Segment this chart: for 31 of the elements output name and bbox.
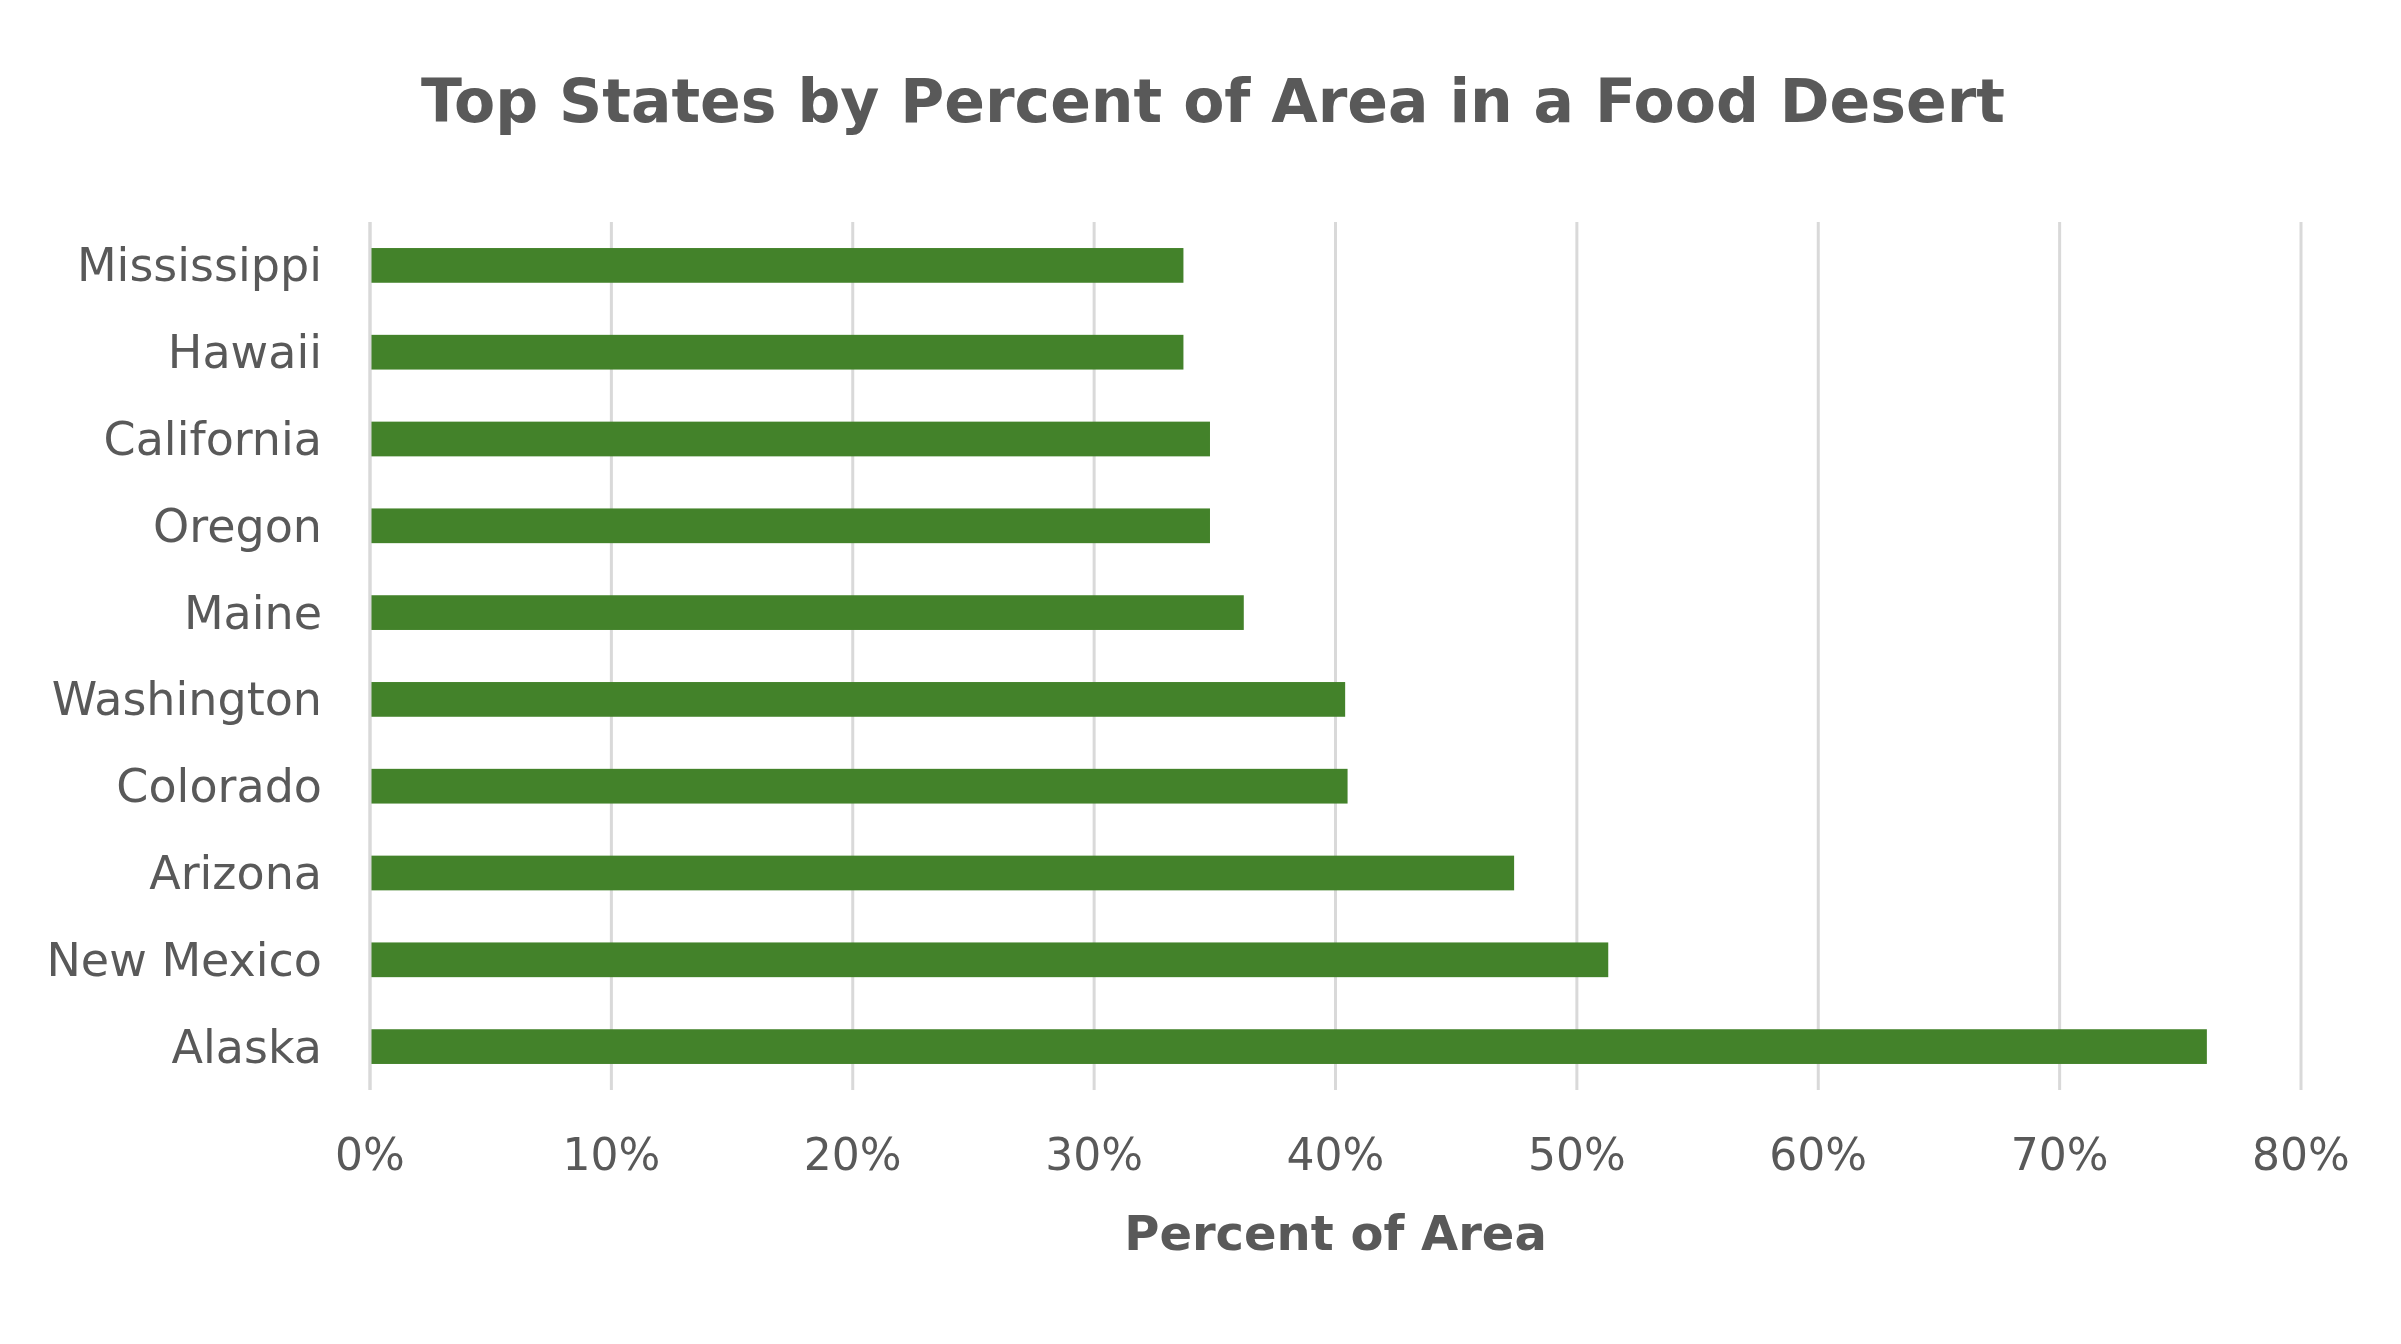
x-tick-label: 50%	[1527, 1129, 1626, 1180]
bar	[370, 595, 1244, 630]
x-tick-label: 70%	[2010, 1129, 2109, 1180]
x-tick-label: 10%	[562, 1129, 661, 1180]
x-tick-label: 80%	[2252, 1129, 2350, 1180]
bar	[370, 942, 1609, 978]
x-tick-label: 40%	[1286, 1129, 1385, 1180]
bar	[370, 855, 1515, 891]
y-tick-label: Oregon	[153, 498, 322, 553]
bar	[370, 248, 1184, 283]
bar	[370, 421, 1210, 457]
y-tick-label: Hawaii	[167, 325, 322, 380]
x-tick-label: 30%	[1045, 1129, 1144, 1180]
bar	[370, 682, 1346, 717]
chart-title: Top States by Percent of Area in a Food Desert	[421, 66, 2005, 136]
x-tick-label: 0%	[335, 1129, 405, 1180]
bar	[370, 508, 1210, 544]
y-tick-label: Maine	[183, 585, 322, 640]
x-tick-label: 20%	[803, 1129, 902, 1180]
y-tick-label: Colorado	[116, 759, 322, 814]
bar	[370, 334, 1184, 370]
x-axis-title: Percent of Area	[1124, 1205, 1547, 1261]
y-tick-label: New Mexico	[46, 932, 322, 987]
x-tick-label: 60%	[1769, 1129, 1868, 1180]
y-tick-label: Arizona	[149, 846, 322, 900]
y-tick-label: California	[103, 412, 322, 466]
bar	[370, 1029, 2207, 1064]
y-tick-label: Washington	[51, 672, 322, 727]
bar	[370, 768, 1348, 804]
y-tick-label: Mississippi	[76, 238, 322, 293]
y-tick-label: Alaska	[171, 1019, 322, 1074]
